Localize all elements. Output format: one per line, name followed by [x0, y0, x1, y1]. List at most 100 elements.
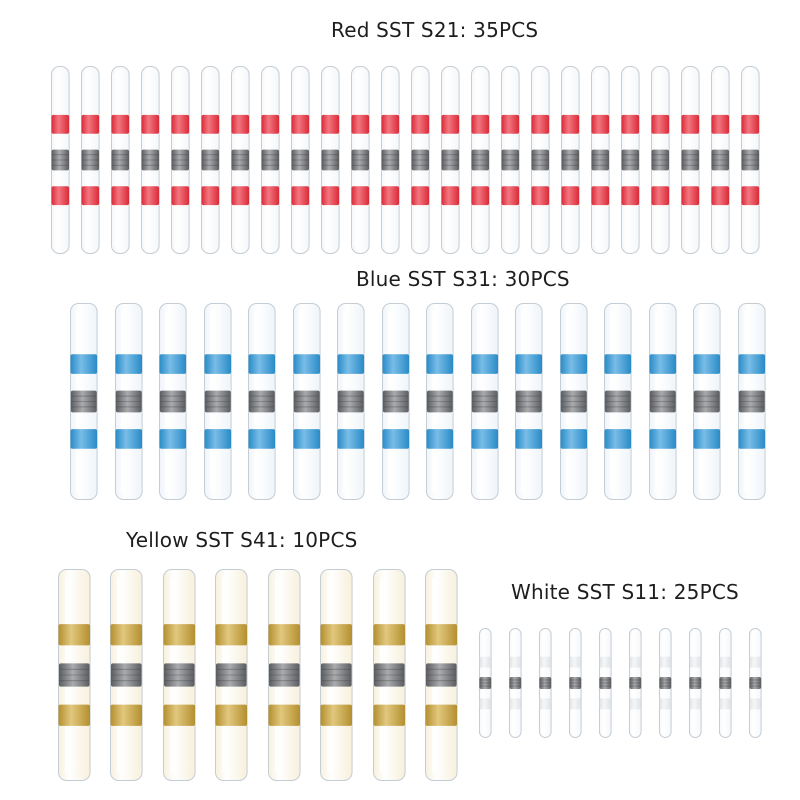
connector-yellow	[215, 569, 249, 781]
seal-ring-top	[141, 114, 159, 134]
seal-ring-top	[111, 114, 129, 134]
seal-ring-bottom	[110, 704, 143, 726]
seal-ring-bottom	[426, 429, 454, 449]
connector-row-white	[470, 628, 770, 738]
connector-yellow	[425, 569, 459, 781]
seal-ring-top	[561, 114, 579, 134]
seal-ring-top	[471, 114, 489, 134]
connector-white	[688, 628, 702, 738]
connector-red	[290, 66, 310, 254]
seal-ring-top	[649, 354, 677, 374]
connector-red	[410, 66, 430, 254]
connector-blue	[515, 303, 544, 500]
seal-ring-top	[711, 114, 729, 134]
connector-blue	[604, 303, 633, 500]
seal-ring-top	[268, 624, 301, 646]
connector-red	[530, 66, 550, 254]
seal-ring-bottom	[111, 186, 129, 206]
connector-blue	[693, 303, 722, 500]
seal-ring-bottom	[268, 704, 301, 726]
seal-ring-top	[291, 114, 309, 134]
seal-ring-bottom	[539, 698, 551, 710]
seal-ring-bottom	[693, 429, 721, 449]
seal-ring-bottom	[749, 698, 761, 710]
seal-ring-bottom	[231, 186, 249, 206]
seal-ring-top	[411, 114, 429, 134]
seal-ring-top	[261, 114, 279, 134]
connector-red	[260, 66, 280, 254]
connector-row-blue	[62, 303, 774, 500]
connector-white	[478, 628, 492, 738]
seal-ring-bottom	[689, 698, 701, 710]
connector-blue	[737, 303, 766, 500]
seal-ring-top	[604, 354, 632, 374]
connector-white	[628, 628, 642, 738]
seal-ring-bottom	[204, 429, 232, 449]
seal-ring-top	[373, 624, 406, 646]
seal-ring-bottom	[261, 186, 279, 206]
seal-ring-bottom	[651, 186, 669, 206]
seal-ring-bottom	[599, 698, 611, 710]
connector-white	[658, 628, 672, 738]
seal-ring-bottom	[58, 704, 91, 726]
seal-ring-bottom	[201, 186, 219, 206]
label-red: Red SST S21: 35PCS	[331, 18, 539, 42]
seal-ring-top	[738, 354, 766, 374]
connector-red	[740, 66, 760, 254]
seal-ring-top	[681, 114, 699, 134]
seal-ring-top	[231, 114, 249, 134]
connector-red	[80, 66, 100, 254]
seal-ring-top	[425, 624, 458, 646]
seal-ring-top	[381, 114, 399, 134]
seal-ring-top	[171, 114, 189, 134]
seal-ring-bottom	[719, 698, 731, 710]
connector-red	[170, 66, 190, 254]
seal-ring-bottom	[81, 186, 99, 206]
label-yellow: Yellow SST S41: 10PCS	[126, 528, 358, 552]
seal-ring-bottom	[509, 698, 521, 710]
seal-ring-bottom	[531, 186, 549, 206]
seal-ring-bottom	[381, 186, 399, 206]
connector-white	[718, 628, 732, 738]
connector-row-yellow	[48, 569, 468, 781]
seal-ring-top	[51, 114, 69, 134]
connector-red	[620, 66, 640, 254]
connector-red	[320, 66, 340, 254]
connector-blue	[114, 303, 143, 500]
seal-ring-bottom	[291, 186, 309, 206]
seal-ring-top	[382, 354, 410, 374]
seal-ring-bottom	[569, 698, 581, 710]
seal-ring-top	[110, 624, 143, 646]
seal-ring-top	[560, 354, 588, 374]
seal-ring-bottom	[738, 429, 766, 449]
seal-ring-bottom	[621, 186, 639, 206]
connector-red	[350, 66, 370, 254]
connector-red	[680, 66, 700, 254]
seal-ring-bottom	[171, 186, 189, 206]
seal-ring-bottom	[411, 186, 429, 206]
seal-ring-bottom	[629, 698, 641, 710]
connector-blue	[70, 303, 99, 500]
connector-yellow	[267, 569, 301, 781]
seal-ring-top	[515, 354, 543, 374]
connector-blue	[470, 303, 499, 500]
connector-yellow	[110, 569, 144, 781]
seal-ring-bottom	[320, 704, 353, 726]
connector-red	[140, 66, 160, 254]
connector-row-red	[45, 66, 765, 254]
label-blue: Blue SST S31: 30PCS	[356, 267, 570, 291]
seal-ring-bottom	[337, 429, 365, 449]
seal-ring-bottom	[649, 429, 677, 449]
connector-red	[590, 66, 610, 254]
connector-red	[470, 66, 490, 254]
seal-ring-top	[471, 354, 499, 374]
connector-red	[440, 66, 460, 254]
seal-ring-top	[501, 114, 519, 134]
seal-ring-top	[599, 656, 611, 668]
seal-ring-bottom	[70, 429, 98, 449]
connector-yellow	[372, 569, 406, 781]
seal-ring-top	[320, 624, 353, 646]
seal-ring-top	[651, 114, 669, 134]
seal-ring-bottom	[441, 186, 459, 206]
seal-ring-bottom	[591, 186, 609, 206]
